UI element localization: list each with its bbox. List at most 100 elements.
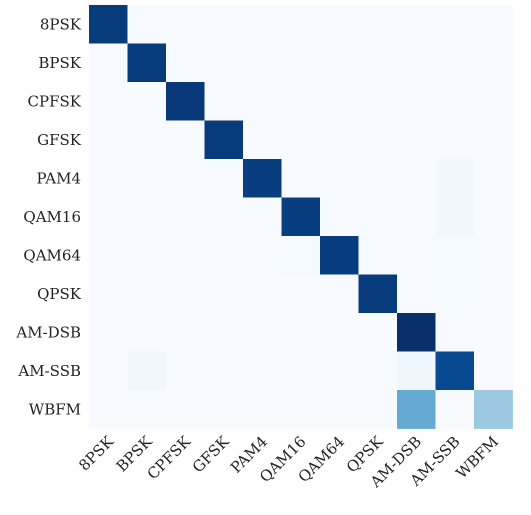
heatmap-cell-9-6	[320, 351, 359, 391]
heatmap-cell-3-1	[127, 120, 167, 160]
heatmap-cell-0-6	[320, 5, 359, 44]
heatmap-cell-7-3	[204, 274, 244, 314]
heatmap-cell-6-1	[127, 236, 167, 275]
heatmap-cell-7-8	[397, 274, 436, 314]
heatmap-cell-4-8	[397, 159, 436, 198]
heatmap-cell-5-1	[127, 197, 167, 237]
heatmap-cell-4-10	[474, 159, 513, 198]
heatmap-cell-0-7	[358, 5, 398, 44]
y-tick-label: WBFM	[29, 400, 81, 418]
heatmap-cell-1-7	[358, 43, 398, 83]
heatmap-cell-2-1	[127, 82, 167, 121]
heatmap-cell-3-2	[166, 120, 205, 160]
heatmap-cell-8-2	[166, 313, 205, 352]
heatmap-cell-6-7	[358, 236, 398, 275]
heatmap-cell-9-2	[166, 351, 205, 391]
y-tick-label: GFSK	[37, 131, 82, 149]
heatmap-cell-10-3	[204, 390, 244, 429]
heatmap-cell-3-0	[89, 120, 128, 160]
heatmap-cell-5-4	[243, 197, 282, 237]
x-tick-label: 8PSK	[75, 432, 117, 474]
heatmap-cell-0-5	[281, 5, 321, 44]
heatmap-cell-3-9	[435, 120, 475, 160]
heatmap-cell-1-10	[474, 43, 513, 83]
x-tick-label: GFSK	[189, 432, 233, 476]
heatmap-cell-7-6	[320, 274, 359, 314]
x-tick-label: CPFSK	[144, 432, 195, 483]
heatmap-cell-1-5	[281, 43, 321, 83]
heatmap-cell-3-3	[204, 120, 244, 160]
heatmap-cell-3-4	[243, 120, 282, 160]
heatmap-cell-0-9	[435, 5, 475, 44]
heatmap-cell-10-10	[474, 390, 513, 429]
heatmap-cell-9-1	[127, 351, 167, 391]
heatmap-cell-2-4	[243, 82, 282, 121]
heatmap-cell-5-10	[474, 197, 513, 237]
x-tick-labels: 8PSKBPSKCPFSKGFSKPAM4QAM16QAM64QPSKAM-DS…	[75, 432, 502, 492]
y-tick-labels: 8PSK BPSK CPFSK GFSK PAM4 QAM16 QAM64 QPSK AM-DS…	[15, 15, 81, 418]
heatmap-cell-10-7	[358, 390, 398, 429]
heatmap-cell-8-8	[397, 313, 436, 352]
heatmap-cell-5-3	[204, 197, 244, 237]
heatmap-cell-8-7	[358, 313, 398, 352]
heatmap-cell-7-2	[166, 274, 205, 314]
heatmap-cell-4-0	[89, 159, 128, 198]
heatmap-cell-3-7	[358, 120, 398, 160]
heatmap-cell-2-2	[166, 82, 205, 121]
heatmap-cell-0-8	[397, 5, 436, 44]
heatmap-cell-2-6	[320, 82, 359, 121]
heatmap-cell-6-6	[320, 236, 359, 275]
y-tick-label: 8PSK	[40, 15, 82, 33]
heatmap-cell-2-8	[397, 82, 436, 121]
y-tick-label: AM-DSB	[15, 323, 81, 341]
heatmap-cell-8-10	[474, 313, 513, 352]
y-tick-label: QPSK	[37, 285, 82, 303]
heatmap-cell-10-6	[320, 390, 359, 429]
heatmap-cell-8-6	[320, 313, 359, 352]
heatmap-cell-3-10	[474, 120, 513, 160]
heatmap-cell-8-1	[127, 313, 167, 352]
y-tick-label: CPFSK	[28, 92, 82, 110]
heatmap-cell-6-0	[89, 236, 128, 275]
heatmap-cell-6-4	[243, 236, 282, 275]
heatmap-cell-2-0	[89, 82, 128, 121]
heatmap-cell-7-10	[474, 274, 513, 314]
heatmap-cell-4-2	[166, 159, 205, 198]
y-tick-label: QAM64	[23, 246, 81, 264]
heatmap-cell-3-8	[397, 120, 436, 160]
heatmap-cell-3-6	[320, 120, 359, 160]
heatmap-cell-0-10	[474, 5, 513, 44]
heatmap-cell-5-7	[358, 197, 398, 237]
heatmap-cell-8-4	[243, 313, 282, 352]
heatmap-cell-2-7	[358, 82, 398, 121]
heatmap-cell-9-3	[204, 351, 244, 391]
heatmap-cell-5-2	[166, 197, 205, 237]
heatmap-cell-2-3	[204, 82, 244, 121]
heatmap-cell-2-9	[435, 82, 475, 121]
heatmap-cell-10-9	[435, 390, 475, 429]
y-tick-label: AM-SSB	[17, 362, 81, 380]
y-tick-label: PAM4	[37, 169, 81, 187]
heatmap-cell-9-8	[397, 351, 436, 391]
heatmap-cell-6-3	[204, 236, 244, 275]
heatmap-cell-10-1	[127, 390, 167, 429]
heatmap-cell-4-9	[435, 159, 475, 198]
heatmap-cell-0-0	[89, 5, 128, 44]
heatmap-cell-2-5	[281, 82, 321, 121]
heatmap-cell-4-7	[358, 159, 398, 198]
heatmap-cell-7-1	[127, 274, 167, 314]
heatmap-cell-9-0	[89, 351, 128, 391]
heatmap-cell-0-2	[166, 5, 205, 44]
heatmap-cell-9-9	[435, 351, 475, 391]
heatmap-cell-6-9	[435, 236, 475, 275]
heatmap-cell-4-6	[320, 159, 359, 198]
heatmap-cell-7-7	[358, 274, 398, 314]
heatmap-cell-9-10	[474, 351, 513, 391]
heatmap-cell-7-0	[89, 274, 128, 314]
heatmap-cell-1-8	[397, 43, 436, 83]
heatmap-cell-1-2	[166, 43, 205, 83]
heatmap-cell-7-9	[435, 274, 475, 314]
y-tick-label: QAM16	[23, 208, 81, 226]
y-tick-label: BPSK	[38, 54, 81, 72]
